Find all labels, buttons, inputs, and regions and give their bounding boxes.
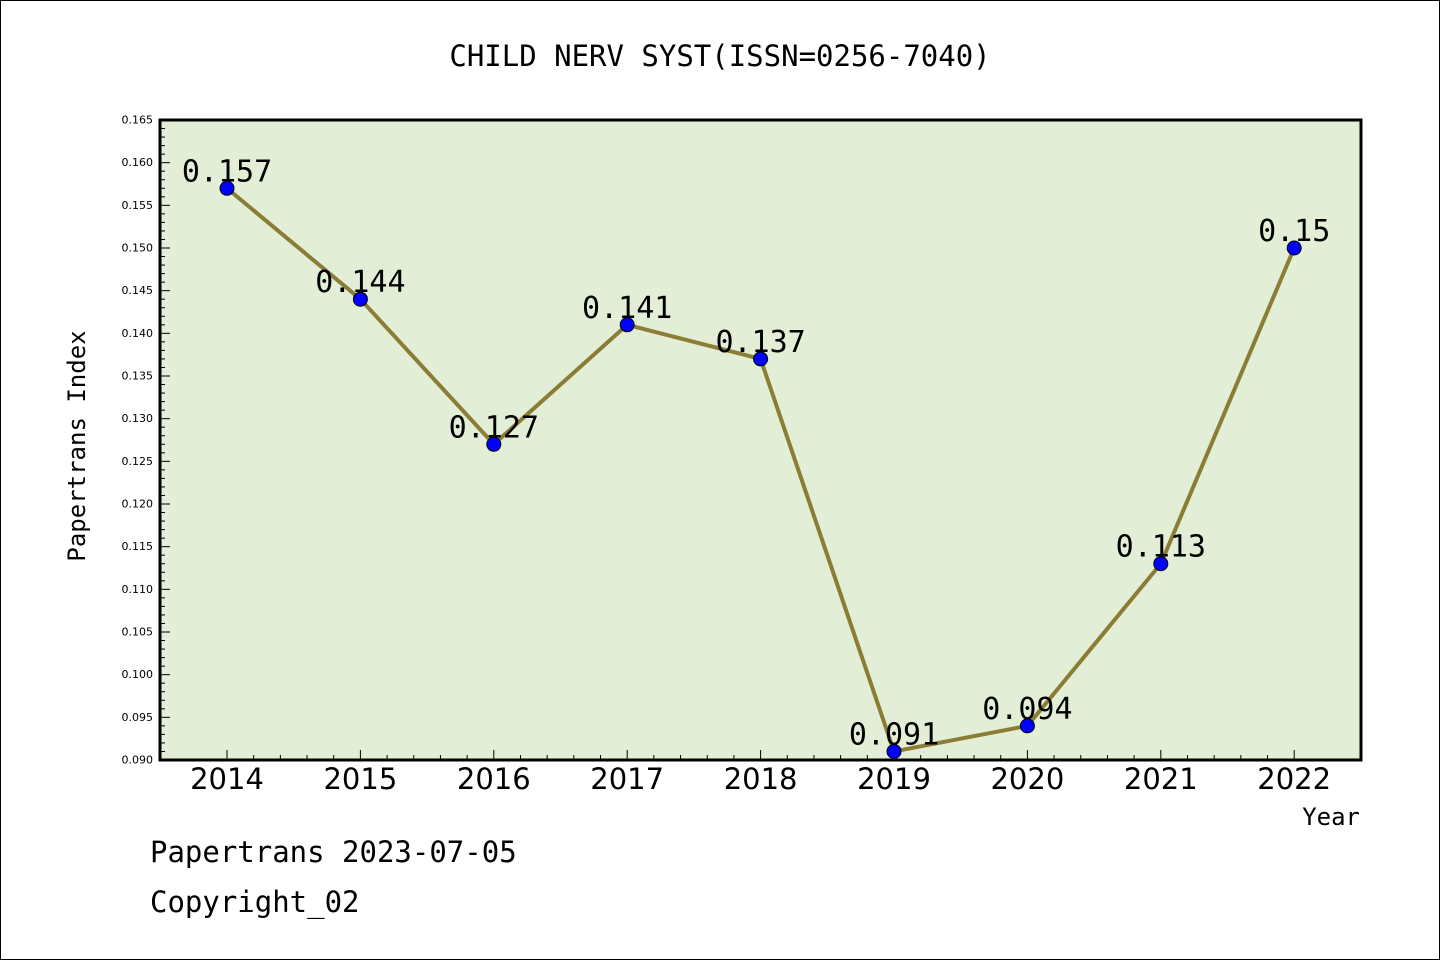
data-label: 0.157 (182, 154, 272, 189)
data-label: 0.144 (315, 265, 405, 300)
y-axis-ticks: 0.090 0.095 0.100 0.105 0.110 0.115 0.120 0.125… (122, 114, 170, 767)
data-label: 0.137 (715, 325, 805, 360)
chart-title: CHILD NERV SYST(ISSN=0256-7040) (449, 39, 990, 73)
data-label: 0.113 (1116, 530, 1206, 565)
x-tick-label: 2019 (857, 762, 931, 796)
x-tick-label: 2016 (457, 762, 531, 796)
data-point-marker (619, 317, 635, 333)
data-point-marker (352, 291, 368, 307)
x-tick-label: 2021 (1124, 762, 1198, 796)
data-label: 0.141 (582, 291, 672, 326)
y-tick-label: 0.110 (122, 583, 154, 596)
y-tick-label: 0.095 (122, 711, 154, 724)
data-labels: 0.157 0.144 0.127 0.141 0.137 0.091 0.094 0.113… (182, 154, 1330, 752)
data-label: 0.094 (982, 692, 1072, 727)
y-tick-label: 0.130 (122, 412, 154, 425)
y-tick-label: 0.135 (122, 370, 154, 383)
data-point-marker (753, 351, 769, 367)
y-tick-label: 0.155 (122, 199, 154, 212)
plot-area (158, 118, 1363, 762)
y-tick-label: 0.145 (122, 284, 154, 297)
data-label: 0.127 (449, 410, 539, 445)
y-tick-label: 0.160 (122, 156, 154, 169)
y-tick-label: 0.105 (122, 626, 154, 639)
data-point-marker (486, 436, 502, 452)
y-tick-label: 0.120 (122, 498, 154, 511)
y-tick-label: 0.125 (122, 455, 154, 468)
x-tick-label: 2017 (590, 762, 664, 796)
data-point-marker (1286, 240, 1302, 256)
footer-date: Papertrans 2023-07-05 (150, 835, 517, 869)
data-point-marker (1153, 556, 1169, 572)
data-point-marker (219, 180, 235, 196)
x-tick-label: 2014 (190, 762, 264, 796)
x-tick-label: 2020 (990, 762, 1064, 796)
x-tick-label: 2022 (1257, 762, 1331, 796)
x-axis-ticks: 2014 2015 2016 2017 2018 2019 2020 2021 2022 (190, 750, 1331, 796)
data-point-marker (1019, 718, 1035, 734)
x-tick-label: 2018 (724, 762, 798, 796)
y-tick-label: 0.100 (122, 668, 154, 681)
y-tick-label: 0.140 (122, 327, 154, 340)
y-axis-label: Papertrans Index (63, 330, 91, 561)
data-label: 0.091 (849, 717, 939, 752)
x-tick-label: 2015 (323, 762, 397, 796)
y-tick-label: 0.150 (122, 242, 154, 255)
data-point-marker (886, 743, 902, 759)
footer-copyright: Copyright_02 (150, 885, 360, 919)
series-layer (219, 180, 1302, 759)
y-tick-label: 0.115 (122, 540, 154, 553)
data-label: 0.15 (1258, 214, 1330, 249)
x-axis-label: Year (1302, 803, 1360, 831)
y-tick-label: 0.165 (122, 114, 154, 127)
y-tick-label: 0.090 (122, 754, 154, 767)
